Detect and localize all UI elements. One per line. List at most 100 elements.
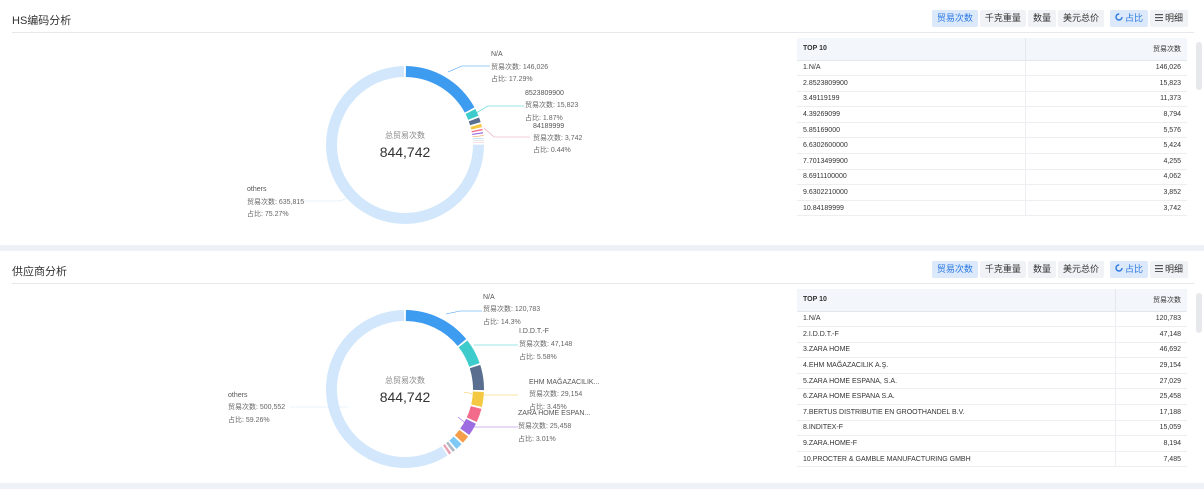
- usd-button[interactable]: 美元总价: [1057, 10, 1104, 27]
- donut-slice[interactable]: [472, 142, 484, 144]
- row-name: 10.PROCTER & GAMBLE MANUFACTURING GMBH: [797, 451, 1116, 468]
- donut-slice[interactable]: [472, 140, 484, 142]
- donut-slice[interactable]: [469, 364, 485, 391]
- table-row[interactable]: 3.ZARA HOME 46,692: [797, 342, 1187, 359]
- slice-label-count: 贸易次数: 500,552: [228, 402, 285, 411]
- slice-label-name: N/A: [491, 51, 503, 58]
- detail-button[interactable]: 明细: [1149, 10, 1188, 27]
- slices: [326, 310, 485, 468]
- slice-label-count: 贸易次数: 3,742: [533, 133, 583, 142]
- slice-label-name: others: [228, 392, 248, 399]
- row-name: 5.85169000: [797, 122, 1026, 139]
- ratio-button[interactable]: 占比: [1109, 261, 1148, 278]
- row-name: 8.INDITEX-F: [797, 420, 1116, 437]
- table-row[interactable]: 4.EHM MAĞAZACILIK A.Ş. 29,154: [797, 357, 1187, 374]
- detail-button[interactable]: 明细: [1149, 261, 1188, 278]
- table-row[interactable]: 5.85169000 5,576: [797, 122, 1187, 139]
- donut-slice[interactable]: [326, 310, 448, 468]
- quantity-button[interactable]: 数量: [1027, 10, 1056, 27]
- row-name: 10.84189999: [797, 200, 1026, 217]
- ratio-label: 占比: [1124, 264, 1143, 274]
- row-value: 46,692: [1114, 342, 1187, 359]
- table-row[interactable]: 8.INDITEX-F 15,059: [797, 420, 1187, 437]
- donut-slice[interactable]: [468, 117, 481, 126]
- row-name: 1.N/A: [797, 60, 1026, 77]
- donut-slice[interactable]: [470, 123, 482, 130]
- weight-button[interactable]: 千克重量: [979, 261, 1026, 278]
- row-value: 11,373: [1024, 91, 1187, 108]
- trade-count-button[interactable]: 贸易次数: [931, 261, 978, 278]
- slice-label-pct: 占比: 14.3%: [483, 317, 521, 326]
- center-value: 844,742: [380, 144, 431, 160]
- table-row[interactable]: 7.7013499900 4,255: [797, 153, 1187, 170]
- table-row[interactable]: 9.6302210000 3,852: [797, 184, 1187, 201]
- donut-slice[interactable]: [472, 137, 484, 140]
- scrollbar[interactable]: [1196, 293, 1202, 333]
- row-value: 146,026: [1024, 60, 1187, 77]
- row-name: 6.ZARA HOME ESPANA S.A.: [797, 388, 1116, 406]
- donut-slice[interactable]: [443, 444, 452, 455]
- top10-table: TOP 10 贸易次数 1.N/A 120,783 2.I.D.D.T.-F 47,14…: [797, 289, 1187, 468]
- quantity-button[interactable]: 数量: [1027, 261, 1056, 278]
- donut-slice[interactable]: [458, 340, 480, 367]
- slice-label-name: others: [247, 186, 267, 193]
- row-name: 8.6911100000: [797, 169, 1026, 186]
- table-row[interactable]: 2.I.D.D.T.-F 47,148: [797, 326, 1187, 343]
- slice-label-count: 贸易次数: 47,148: [519, 339, 572, 348]
- top10-table: TOP 10 贸易次数 1.N/A 146,026 2.8523809900 15,82…: [797, 38, 1187, 217]
- row-value: 17,188: [1114, 404, 1187, 421]
- row-value: 120,783: [1114, 311, 1187, 328]
- row-name: 5.ZARA HOME ESPANA, S.A.: [797, 373, 1116, 390]
- donut-slice[interactable]: [449, 436, 462, 449]
- row-value: 5,424: [1024, 137, 1187, 155]
- donut-slice[interactable]: [471, 128, 483, 133]
- row-name: 7.BERTUS DISTRIBUTIE EN GROOTHANDEL B.V.: [797, 404, 1116, 421]
- donut-slice[interactable]: [460, 418, 476, 435]
- donut-slice[interactable]: [466, 406, 482, 423]
- row-name: 4.EHM MAĞAZACILIK A.Ş.: [797, 357, 1116, 374]
- table-row[interactable]: 1.N/A 120,783: [797, 311, 1187, 328]
- row-name: 1.N/A: [797, 311, 1116, 328]
- row-value: 7,485: [1114, 451, 1187, 468]
- table-row[interactable]: 7.BERTUS DISTRIBUTIE EN GROOTHANDEL B.V.…: [797, 404, 1187, 421]
- slice-label-count: 贸易次数: 120,783: [483, 304, 540, 313]
- table-row[interactable]: 9.ZARA.HOME-F 8,194: [797, 435, 1187, 452]
- donut-slice[interactable]: [405, 310, 467, 347]
- hs-code-analysis-panel: HS编码分析 贸易次数 千克重量 数量 美元总价 占比 明细 总贸易次数 844…: [0, 0, 1204, 245]
- list-icon: [1154, 10, 1163, 27]
- table-row[interactable]: 5.ZARA HOME ESPANA, S.A. 27,029: [797, 373, 1187, 390]
- slice-label-pct: 占比: 3.01%: [518, 434, 556, 443]
- usd-button[interactable]: 美元总价: [1057, 261, 1104, 278]
- row-value: 3,852: [1024, 184, 1187, 201]
- table-row[interactable]: 1.N/A 146,026: [797, 60, 1187, 77]
- donut-slice[interactable]: [454, 429, 469, 443]
- table-row[interactable]: 6.ZARA HOME ESPANA S.A. 25,458: [797, 388, 1187, 406]
- row-name: 7.7013499900: [797, 153, 1026, 170]
- table-row[interactable]: 2.8523809900 15,823: [797, 75, 1187, 92]
- slice-label-count: 贸易次数: 25,458: [518, 421, 571, 430]
- list-icon: [1154, 261, 1163, 278]
- table-row[interactable]: 3.49119199 11,373: [797, 91, 1187, 108]
- donut-slice[interactable]: [471, 391, 484, 408]
- donut-slice[interactable]: [472, 132, 484, 136]
- scrollbar[interactable]: [1196, 42, 1202, 90]
- row-value: 25,458: [1114, 388, 1187, 406]
- table-row[interactable]: 8.6911100000 4,062: [797, 169, 1187, 186]
- trade-count-button[interactable]: 贸易次数: [931, 10, 978, 27]
- row-name: 6.6302600000: [797, 137, 1026, 155]
- donut-slice[interactable]: [405, 66, 475, 113]
- donut-slice[interactable]: [446, 441, 456, 452]
- row-name: 2.I.D.D.T.-F: [797, 326, 1116, 343]
- donut-slice[interactable]: [465, 109, 479, 120]
- table-row[interactable]: 4.39269099 8,794: [797, 106, 1187, 123]
- donut-slice[interactable]: [472, 135, 484, 138]
- ratio-button[interactable]: 占比: [1109, 10, 1148, 27]
- center-value: 844,742: [380, 389, 431, 405]
- weight-button[interactable]: 千克重量: [979, 10, 1026, 27]
- table-row[interactable]: 6.6302600000 5,424: [797, 137, 1187, 155]
- slice-label-pct: 占比: 75.27%: [247, 209, 289, 218]
- table-row[interactable]: 10.84189999 3,742: [797, 200, 1187, 217]
- metric-toolbar: 贸易次数 千克重量 数量 美元总价 占比 明细: [931, 10, 1188, 27]
- table-row[interactable]: 10.PROCTER & GAMBLE MANUFACTURING GMBH 7,…: [797, 451, 1187, 468]
- slice-label-name: ZARA HOME ESPAN...: [518, 410, 590, 417]
